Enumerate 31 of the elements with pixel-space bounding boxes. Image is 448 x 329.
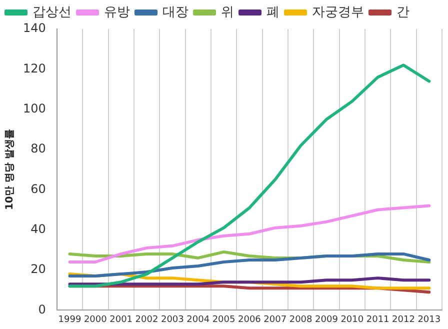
y-tick-label: 60 bbox=[30, 182, 46, 196]
x-tick-label: 2001 bbox=[110, 314, 133, 325]
legend-label: 유방 bbox=[104, 4, 130, 20]
legend-label: 대장 bbox=[162, 4, 188, 20]
y-tick-label: 0 bbox=[38, 302, 46, 316]
y-tick-label: 20 bbox=[30, 262, 46, 276]
y-axis-title: 10만 명당 발생률 bbox=[4, 129, 16, 210]
x-tick-label: 2011 bbox=[366, 314, 390, 325]
y-tick-label: 120 bbox=[23, 61, 46, 76]
y-tick-label: 80 bbox=[30, 142, 46, 156]
legend-label: 위 bbox=[221, 4, 234, 20]
legend-label: 갑상선 bbox=[32, 4, 72, 20]
y-tick-label: 40 bbox=[30, 222, 46, 236]
x-tick-label: 2002 bbox=[135, 314, 158, 325]
x-tick-label: 2000 bbox=[84, 314, 108, 325]
x-tick-label: 2012 bbox=[392, 314, 415, 325]
x-tick-label: 2006 bbox=[238, 314, 262, 325]
x-tick-label: 2008 bbox=[289, 314, 313, 325]
y-tick-label: 140 bbox=[23, 21, 46, 36]
legend-label: 폐 bbox=[266, 4, 280, 20]
x-tick-label: 1999 bbox=[58, 314, 82, 325]
x-tick-label: 2007 bbox=[264, 314, 287, 325]
y-tick-label: 100 bbox=[23, 101, 46, 116]
legend-label: 간 bbox=[396, 4, 410, 20]
x-tick-label: 2005 bbox=[212, 314, 236, 325]
x-tick-label: 2013 bbox=[418, 314, 441, 325]
x-tick-label: 2003 bbox=[160, 314, 184, 325]
x-tick-label: 2004 bbox=[186, 314, 210, 325]
x-tick-label: 2010 bbox=[340, 314, 364, 325]
x-tick-label: 2009 bbox=[315, 314, 338, 325]
legend-label: 자궁경부 bbox=[312, 4, 364, 20]
